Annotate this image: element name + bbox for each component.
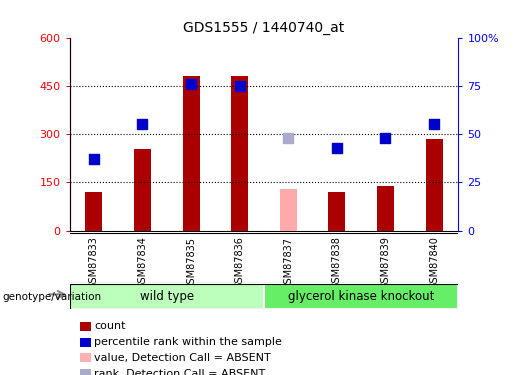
Bar xyxy=(231,76,248,231)
Text: wild type: wild type xyxy=(140,290,194,303)
Text: GSM87834: GSM87834 xyxy=(138,237,147,290)
Text: genotype/variation: genotype/variation xyxy=(3,292,101,302)
Text: value, Detection Call = ABSENT: value, Detection Call = ABSENT xyxy=(94,353,271,363)
Bar xyxy=(70,284,264,309)
Text: rank, Detection Call = ABSENT: rank, Detection Call = ABSENT xyxy=(94,369,266,375)
Text: GSM87837: GSM87837 xyxy=(283,237,293,290)
Bar xyxy=(425,139,442,231)
Point xyxy=(284,135,293,141)
Bar xyxy=(134,148,151,231)
Title: GDS1555 / 1440740_at: GDS1555 / 1440740_at xyxy=(183,21,345,35)
Point xyxy=(333,145,341,151)
Bar xyxy=(377,186,394,231)
Point xyxy=(187,81,195,87)
Text: percentile rank within the sample: percentile rank within the sample xyxy=(94,337,282,347)
Point xyxy=(235,83,244,89)
Text: GSM87838: GSM87838 xyxy=(332,237,342,290)
Bar xyxy=(85,192,102,231)
Point xyxy=(430,122,438,128)
Text: GSM87839: GSM87839 xyxy=(381,237,390,290)
Text: GSM87835: GSM87835 xyxy=(186,237,196,290)
Text: count: count xyxy=(94,321,126,331)
Bar xyxy=(182,76,199,231)
Point xyxy=(90,156,98,162)
Text: glycerol kinase knockout: glycerol kinase knockout xyxy=(288,290,434,303)
Bar xyxy=(280,189,297,231)
Text: GSM87840: GSM87840 xyxy=(429,237,439,290)
Text: GSM87836: GSM87836 xyxy=(235,237,245,290)
Point xyxy=(139,122,147,128)
Bar xyxy=(329,192,346,231)
Point xyxy=(381,135,389,141)
Text: GSM87833: GSM87833 xyxy=(89,237,99,290)
Bar xyxy=(264,284,458,309)
